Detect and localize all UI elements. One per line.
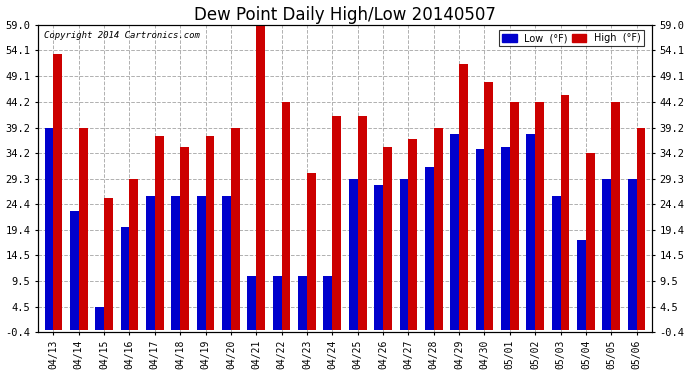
Bar	[501, 147, 510, 330]
Bar	[586, 153, 595, 330]
Bar	[298, 276, 307, 330]
Bar	[79, 128, 88, 330]
Bar	[577, 240, 586, 330]
Bar	[248, 276, 256, 330]
Bar	[231, 128, 239, 330]
Bar	[510, 102, 519, 330]
Bar	[560, 95, 569, 330]
Bar	[637, 128, 645, 330]
Bar	[70, 211, 79, 330]
Bar	[526, 134, 535, 330]
Bar	[333, 116, 341, 330]
Bar	[45, 128, 53, 330]
Bar	[222, 196, 231, 330]
Bar	[602, 179, 611, 330]
Bar	[628, 179, 637, 330]
Bar	[197, 196, 206, 330]
Bar	[324, 276, 333, 330]
Bar	[155, 136, 164, 330]
Bar	[146, 196, 155, 330]
Bar	[130, 179, 139, 330]
Bar	[53, 54, 62, 330]
Bar	[451, 134, 459, 330]
Bar	[425, 167, 434, 330]
Bar	[535, 102, 544, 330]
Bar	[383, 147, 392, 330]
Bar	[171, 196, 180, 330]
Bar	[349, 179, 357, 330]
Bar	[611, 102, 620, 330]
Bar	[104, 198, 113, 330]
Bar	[357, 116, 366, 330]
Bar	[551, 196, 560, 330]
Bar	[400, 179, 408, 330]
Bar	[121, 227, 130, 330]
Bar	[484, 82, 493, 330]
Bar	[459, 64, 468, 330]
Bar	[374, 186, 383, 330]
Title: Dew Point Daily High/Low 20140507: Dew Point Daily High/Low 20140507	[194, 6, 496, 24]
Bar	[273, 276, 282, 330]
Bar	[434, 128, 442, 330]
Bar	[95, 307, 104, 330]
Bar	[282, 102, 290, 330]
Bar	[206, 136, 215, 330]
Bar	[475, 149, 484, 330]
Bar	[307, 172, 316, 330]
Bar	[256, 25, 265, 330]
Text: Copyright 2014 Cartronics.com: Copyright 2014 Cartronics.com	[44, 31, 200, 40]
Bar	[408, 139, 417, 330]
Legend: Low  (°F), High  (°F): Low (°F), High (°F)	[499, 30, 644, 46]
Bar	[180, 147, 189, 330]
